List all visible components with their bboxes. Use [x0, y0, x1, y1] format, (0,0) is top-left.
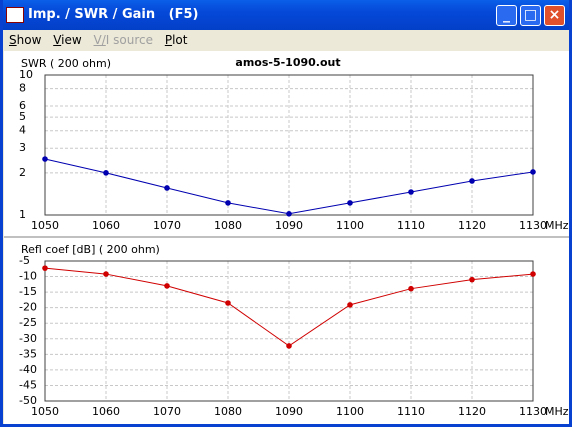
x-tick-label: 1100 [336, 219, 364, 232]
menu-bar: Show View V/I source Plot [5, 31, 191, 49]
chart-title: amos-5-1090.out [235, 56, 340, 69]
data-point [42, 156, 48, 162]
x-tick-label: 1110 [397, 219, 425, 232]
x-axis-unit: MHz [545, 405, 569, 418]
data-point [286, 210, 292, 217]
maximize-button[interactable]: □ [520, 5, 541, 26]
y-tick-label: 8 [19, 82, 26, 95]
data-point [164, 283, 170, 289]
y-tick-label: -25 [19, 316, 37, 329]
data-point [286, 343, 292, 349]
x-tick-label: 1080 [214, 405, 242, 418]
y-tick-label: -10 [19, 270, 37, 283]
y-tick-label: 3 [19, 141, 26, 154]
y-tick-label: -20 [19, 301, 37, 314]
x-tick-label: 1120 [458, 219, 486, 232]
data-point [225, 200, 231, 206]
close-button[interactable]: × [544, 5, 565, 26]
menu-item[interactable]: View [53, 33, 82, 47]
data-point [408, 285, 414, 292]
title-bar: Imp. / SWR / Gain (F5) _ □ × [3, 0, 569, 30]
app-icon [6, 7, 24, 23]
y-tick-label: -40 [19, 363, 37, 376]
y-tick-label: 2 [19, 166, 26, 179]
x-tick-label: 1120 [458, 405, 486, 418]
y-tick-label: -15 [19, 285, 37, 298]
y-tick-label: 1 [19, 208, 26, 221]
data-point [530, 169, 536, 175]
data-point [103, 170, 109, 176]
plot-frame [44, 260, 534, 402]
data-point [469, 276, 475, 283]
y-tick-label: -50 [19, 394, 37, 407]
data-point [103, 271, 109, 277]
x-tick-label: 1070 [153, 219, 181, 232]
y-tick-label: 4 [19, 124, 26, 137]
y-tick-label: -45 [19, 378, 37, 391]
x-tick-label: 1090 [275, 405, 303, 418]
y-tick-label: 10 [19, 68, 33, 81]
x-tick-label: 1060 [92, 405, 120, 418]
x-tick-label: 1050 [31, 405, 59, 418]
y-tick-label: -30 [19, 332, 37, 345]
x-tick-label: 1130 [519, 405, 547, 418]
menu-item[interactable]: Plot [164, 33, 188, 47]
data-point [347, 200, 353, 206]
y-tick-label: -35 [19, 347, 37, 360]
x-tick-label: 1050 [31, 219, 59, 232]
charts: 1 2 3 456 810 1050 1060 1070 1080 1090 1100 1110 112… [4, 51, 569, 424]
y-tick-label: 6 [19, 99, 26, 112]
x-axis-unit: MHz [545, 219, 569, 232]
x-tick-label: 1060 [92, 219, 120, 232]
data-point [225, 300, 231, 306]
data-point [347, 302, 353, 308]
data-point [530, 271, 536, 277]
x-tick-label: 1080 [214, 219, 242, 232]
y-tick-label: -5 [19, 254, 30, 267]
menu-item: V/I source [93, 33, 153, 47]
window-title: Imp. / SWR / Gain (F5) [28, 7, 199, 22]
y-axis-label: Refl coef [dB] ( 200 ohm) [21, 243, 160, 256]
x-tick-label: 1110 [397, 405, 425, 418]
x-tick-label: 1070 [153, 405, 181, 418]
data-point [408, 189, 414, 195]
y-tick-label: 5 [19, 110, 26, 123]
menu-item[interactable]: Show [9, 33, 42, 47]
y-axis-label: SWR ( 200 ohm) [21, 57, 111, 70]
minimize-button[interactable]: _ [496, 5, 517, 26]
x-tick-label: 1090 [275, 219, 303, 232]
x-tick-label: 1100 [336, 405, 364, 418]
data-point [164, 185, 170, 191]
data-point [42, 265, 48, 271]
x-tick-label: 1130 [519, 219, 547, 232]
data-point [469, 178, 475, 184]
